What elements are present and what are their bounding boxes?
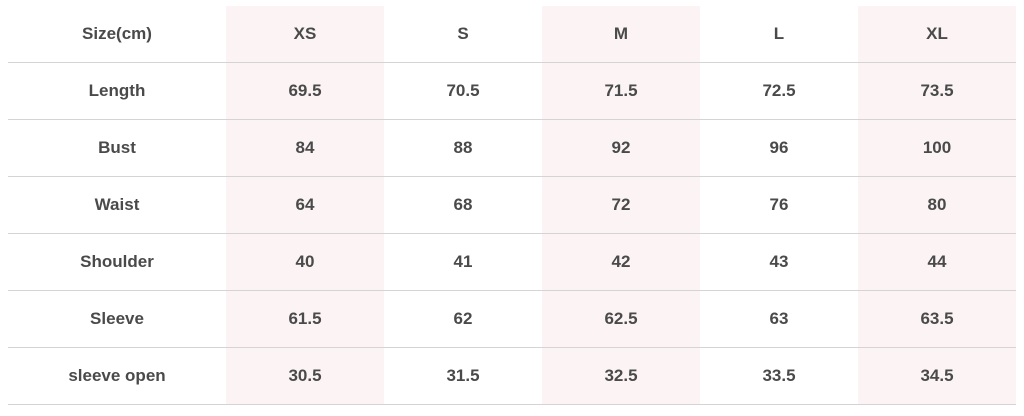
cell: 96 <box>700 119 858 177</box>
size-header: XL <box>858 6 1016 63</box>
size-table: Size(cm) XS S M L XL Length 69.5 70.5 71.5 72.5 73… <box>8 6 1016 405</box>
cell: 80 <box>858 176 1016 234</box>
row-label: Waist <box>8 176 226 234</box>
cell: 43 <box>700 233 858 291</box>
table-row: Bust 84 88 92 96 100 <box>8 119 1016 177</box>
table-row: Sleeve 61.5 62 62.5 63 63.5 <box>8 290 1016 348</box>
cell: 31.5 <box>384 347 542 405</box>
table-row: sleeve open 30.5 31.5 32.5 33.5 34.5 <box>8 347 1016 405</box>
cell: 62 <box>384 290 542 348</box>
cell: 30.5 <box>226 347 384 405</box>
size-header: S <box>384 6 542 63</box>
size-header: L <box>700 6 858 63</box>
cell: 61.5 <box>226 290 384 348</box>
cell: 44 <box>858 233 1016 291</box>
cell: 42 <box>542 233 700 291</box>
header-row: Size(cm) XS S M L XL <box>8 6 1016 63</box>
cell: 34.5 <box>858 347 1016 405</box>
cell: 33.5 <box>700 347 858 405</box>
cell: 72.5 <box>700 62 858 120</box>
cell: 100 <box>858 119 1016 177</box>
cell: 72 <box>542 176 700 234</box>
cell: 84 <box>226 119 384 177</box>
cell: 32.5 <box>542 347 700 405</box>
header-label: Size(cm) <box>8 6 226 63</box>
row-label: Sleeve <box>8 290 226 348</box>
cell: 64 <box>226 176 384 234</box>
cell: 63 <box>700 290 858 348</box>
cell: 69.5 <box>226 62 384 120</box>
row-label: Shoulder <box>8 233 226 291</box>
cell: 88 <box>384 119 542 177</box>
row-label: Length <box>8 62 226 120</box>
cell: 41 <box>384 233 542 291</box>
row-label: sleeve open <box>8 347 226 405</box>
size-header: M <box>542 6 700 63</box>
cell: 68 <box>384 176 542 234</box>
cell: 73.5 <box>858 62 1016 120</box>
table-row: Length 69.5 70.5 71.5 72.5 73.5 <box>8 62 1016 120</box>
cell: 40 <box>226 233 384 291</box>
cell: 62.5 <box>542 290 700 348</box>
row-label: Bust <box>8 119 226 177</box>
table-row: Shoulder 40 41 42 43 44 <box>8 233 1016 291</box>
table-row: Waist 64 68 72 76 80 <box>8 176 1016 234</box>
cell: 71.5 <box>542 62 700 120</box>
cell: 70.5 <box>384 62 542 120</box>
size-header: XS <box>226 6 384 63</box>
cell: 76 <box>700 176 858 234</box>
cell: 63.5 <box>858 290 1016 348</box>
cell: 92 <box>542 119 700 177</box>
